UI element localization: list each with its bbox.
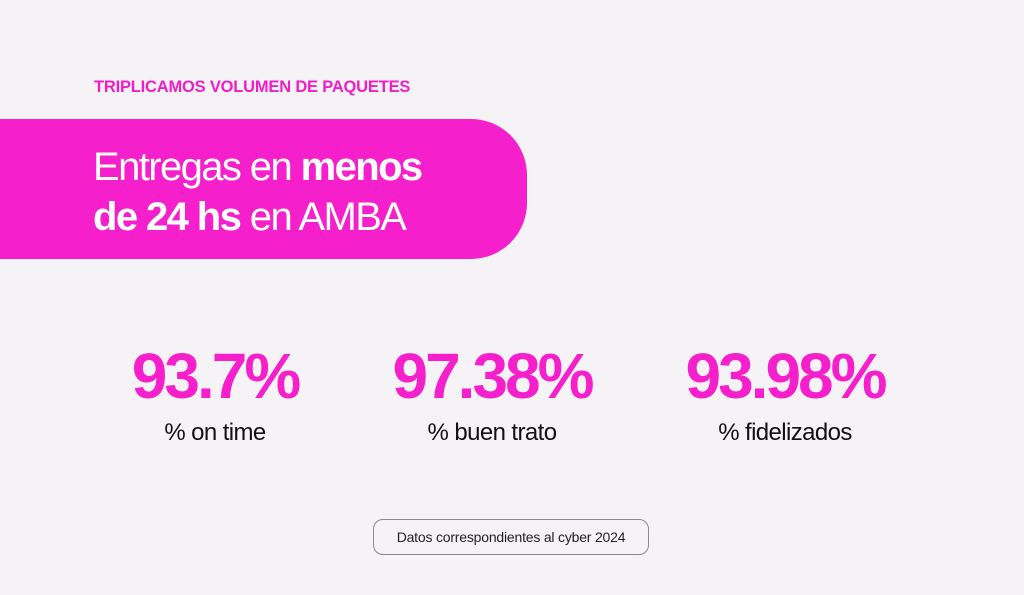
stat-value: 97.38%: [392, 340, 594, 412]
stat-value: 93.98%: [685, 340, 887, 412]
headline-banner: [0, 119, 527, 259]
headline-text-regular: Entregas en: [93, 145, 301, 189]
headline-text-regular: en AMBA: [240, 195, 407, 239]
headline-line-1: Entregas en menos: [93, 142, 424, 192]
stat-on-time: 93.7% % on time: [110, 340, 320, 448]
headline: Entregas en menos de 24 hs en AMBA: [93, 142, 424, 242]
stat-value: 93.7%: [131, 340, 301, 412]
data-source-note: Datos correspondientes al cyber 2024: [373, 519, 649, 555]
stat-label: % fidelizados: [718, 419, 852, 446]
headline-text-bold: de 24 hs: [93, 195, 242, 239]
headline-text-bold: menos: [300, 145, 424, 189]
stat-label: % on time: [164, 419, 266, 446]
eyebrow-title: TRIPLICAMOS VOLUMEN DE PAQUETES: [94, 78, 411, 96]
stat-label: % buen trato: [427, 419, 557, 446]
headline-line-2: de 24 hs en AMBA: [93, 192, 422, 242]
stat-buen-trato: 97.38% % buen trato: [370, 340, 614, 448]
stat-fidelizados: 93.98% % fidelizados: [660, 340, 910, 448]
